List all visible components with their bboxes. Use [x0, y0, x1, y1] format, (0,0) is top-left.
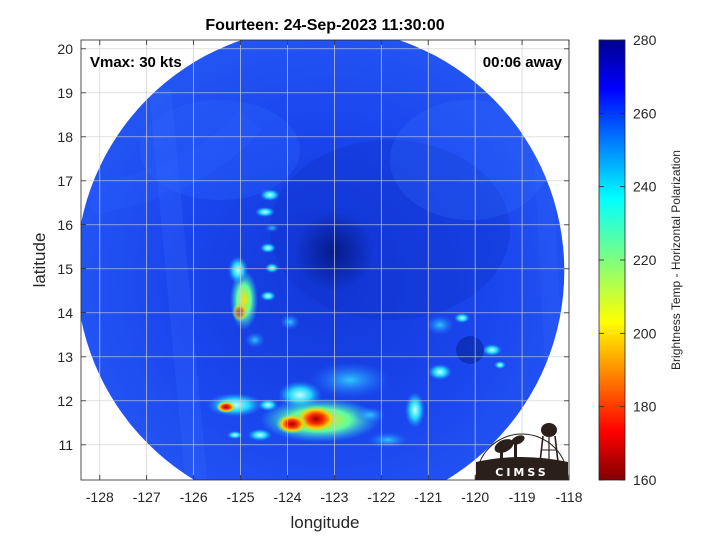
axes-frame [80, 39, 570, 481]
vmax-label: Vmax: 30 kts [90, 54, 182, 71]
water-tower-icon [539, 423, 559, 463]
y-axis-label: latitude [30, 233, 49, 288]
x-tick-label: -123 [320, 489, 348, 505]
x-tick-label: -127 [133, 489, 161, 505]
x-tick-label: -120 [461, 489, 489, 505]
x-tick-label: -118 [556, 489, 583, 505]
figure-title: Fourteen: 24-Sep-2023 11:30:00 [205, 17, 444, 34]
convective-features [207, 189, 506, 448]
y-tick-label: 18 [57, 129, 73, 145]
x-tick-label: -119 [509, 489, 536, 505]
x-tick-label: -126 [180, 489, 208, 505]
microwave-swath [81, 40, 565, 480]
x-tick-label: -124 [273, 489, 301, 505]
y-axis-ticks: 11 12 13 14 15 16 17 18 19 20 [57, 41, 569, 453]
colorbar-tick-label: 220 [633, 252, 657, 268]
y-tick-label: 11 [58, 437, 73, 453]
colorbar-ticks: 160 180 200 220 240 260 280 [599, 32, 657, 488]
y-tick-label: 20 [57, 41, 73, 57]
colorbar-tick-label: 240 [633, 179, 657, 195]
logo-text: CIMSS [495, 466, 548, 479]
x-axis-label: longitude [290, 513, 359, 532]
x-tick-label: -122 [367, 489, 395, 505]
colorbar-label: Brightness Temp - Horizontal Polarizatio… [669, 150, 683, 370]
y-tick-label: 19 [57, 85, 73, 101]
cimss-logo: CIMSS [475, 423, 569, 481]
x-tick-label: -128 [86, 489, 114, 505]
y-tick-label: 13 [57, 349, 73, 365]
colorbar-tick-label: 280 [633, 32, 657, 48]
logo-banner [476, 462, 568, 480]
time-away-label: 00:06 away [483, 54, 563, 71]
y-tick-label: 12 [57, 393, 73, 409]
x-tick-label: -125 [227, 489, 255, 505]
y-tick-label: 16 [57, 217, 73, 233]
y-tick-label: 17 [57, 173, 73, 189]
map-axes: -128 -127 -126 -125 -124 -123 -122 -121 -120 -119… [30, 39, 583, 532]
grid-lines [81, 40, 570, 480]
x-tick-label: -121 [414, 489, 442, 505]
y-tick-label: 15 [57, 261, 73, 277]
colorbar: 160 180 200 220 240 260 280 Brightness Temp - … [598, 32, 683, 488]
colorbar-tick-label: 260 [633, 105, 657, 121]
logo-dome-outline [475, 433, 569, 481]
satellite-dish-icon [494, 435, 525, 462]
colorbar-tick-label: 200 [633, 325, 657, 341]
x-axis-ticks: -128 -127 -126 -125 -124 -123 -122 -121 -120 -119… [86, 40, 583, 505]
colorbar-tick-label: 180 [633, 399, 657, 415]
colorbar-tick-label: 160 [633, 472, 657, 488]
y-tick-label: 14 [57, 305, 73, 321]
